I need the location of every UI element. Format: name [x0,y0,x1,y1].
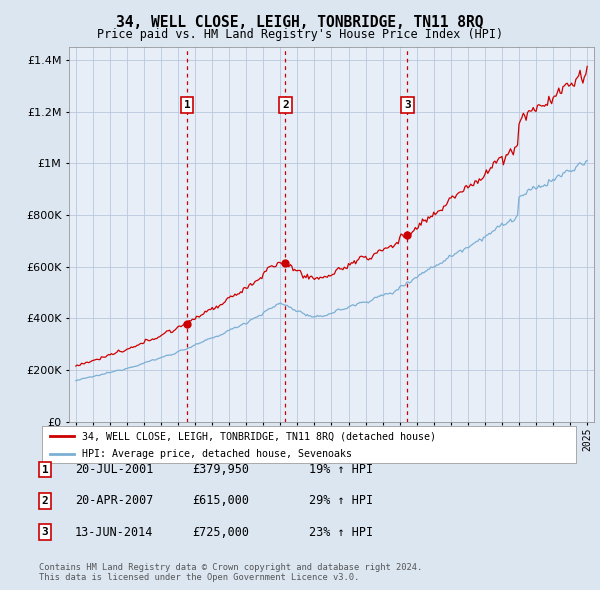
Text: Contains HM Land Registry data © Crown copyright and database right 2024.
This d: Contains HM Land Registry data © Crown c… [39,563,422,582]
Text: 20-JUL-2001: 20-JUL-2001 [75,463,154,476]
Text: £615,000: £615,000 [192,494,249,507]
Text: £725,000: £725,000 [192,526,249,539]
Text: 19% ↑ HPI: 19% ↑ HPI [309,463,373,476]
Text: HPI: Average price, detached house, Sevenoaks: HPI: Average price, detached house, Seve… [82,449,352,459]
Text: 3: 3 [41,527,49,537]
Text: 20-APR-2007: 20-APR-2007 [75,494,154,507]
Text: 34, WELL CLOSE, LEIGH, TONBRIDGE, TN11 8RQ: 34, WELL CLOSE, LEIGH, TONBRIDGE, TN11 8… [116,15,484,30]
Text: £379,950: £379,950 [192,463,249,476]
Text: Price paid vs. HM Land Registry's House Price Index (HPI): Price paid vs. HM Land Registry's House … [97,28,503,41]
Text: 23% ↑ HPI: 23% ↑ HPI [309,526,373,539]
Text: 34, WELL CLOSE, LEIGH, TONBRIDGE, TN11 8RQ (detached house): 34, WELL CLOSE, LEIGH, TONBRIDGE, TN11 8… [82,431,436,441]
Text: 2: 2 [41,496,49,506]
Text: 13-JUN-2014: 13-JUN-2014 [75,526,154,539]
Text: 2: 2 [282,100,289,110]
Text: 3: 3 [404,100,411,110]
Text: 1: 1 [41,465,49,474]
Text: 1: 1 [184,100,191,110]
Text: 29% ↑ HPI: 29% ↑ HPI [309,494,373,507]
